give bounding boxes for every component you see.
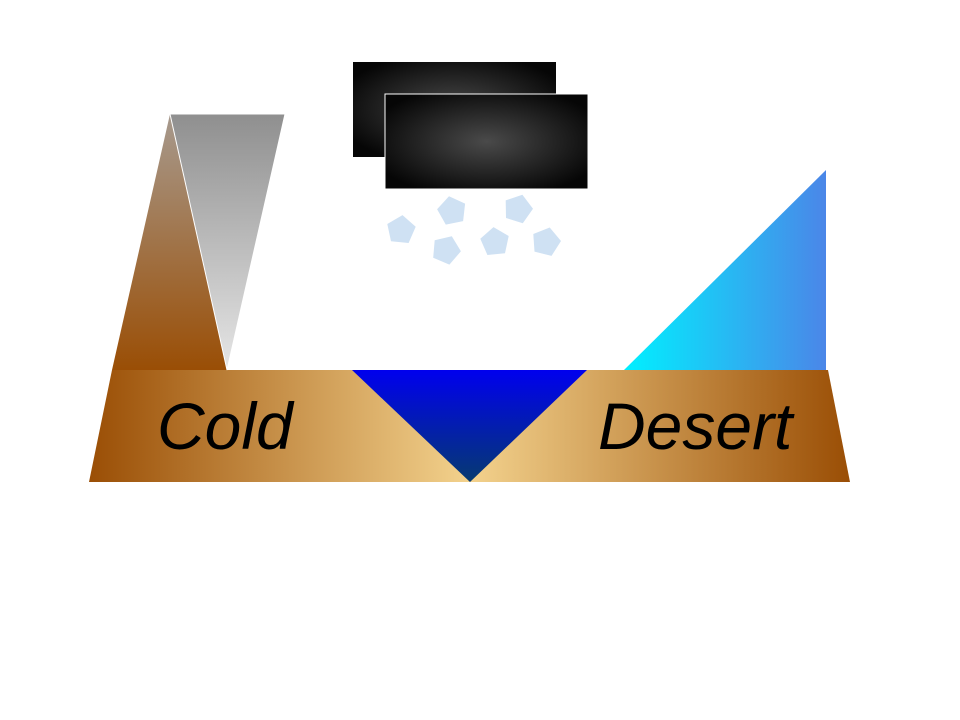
snowflake-icon <box>433 236 461 265</box>
mountain-brown-face <box>112 114 227 370</box>
label-cold: Cold <box>157 389 295 463</box>
snowflake-icon <box>533 227 561 256</box>
snowflake-group <box>387 194 561 265</box>
snowflake-icon <box>505 194 533 224</box>
water-basin-icon <box>352 370 587 482</box>
cloud-front <box>384 93 589 190</box>
glacier-icon <box>624 170 826 370</box>
mountain-peak-icon <box>112 113 286 371</box>
snowflake-icon <box>480 227 509 255</box>
snowflake-icon <box>387 215 416 243</box>
snowflake-icon <box>437 196 466 225</box>
label-desert: Desert <box>598 389 795 463</box>
mountain-grey-face <box>169 113 286 371</box>
dark-cloud-icon <box>353 62 589 190</box>
